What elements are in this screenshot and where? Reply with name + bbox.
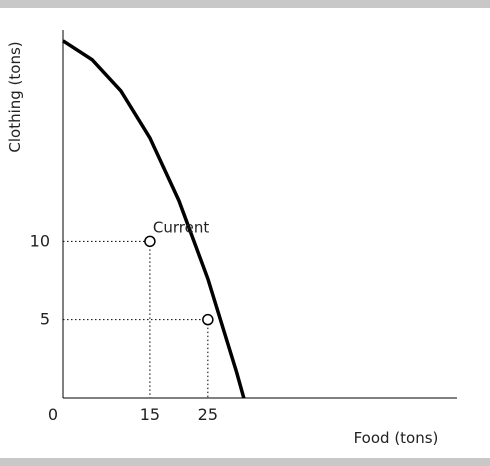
y-axis-label: Clothing (tons) <box>6 41 24 152</box>
guide-lines <box>63 240 209 398</box>
y-tick-label: 5 <box>40 310 50 329</box>
x-tick-label: 15 <box>140 405 160 424</box>
tick-labels: 15 25 5 10 <box>30 231 218 424</box>
top-band <box>0 0 490 8</box>
data-point-1 <box>202 313 214 326</box>
x-tick-label: 25 <box>198 405 218 424</box>
point-label-0: Current <box>153 218 209 236</box>
bottom-band <box>0 458 490 466</box>
origin-label: 0 <box>48 405 58 424</box>
y-tick-label: 10 <box>30 231 50 250</box>
data-points: Current <box>144 218 214 326</box>
x-axis-label: Food (tons) <box>354 429 439 447</box>
data-point-0 <box>144 235 156 248</box>
ppf-curve <box>62 39 246 399</box>
